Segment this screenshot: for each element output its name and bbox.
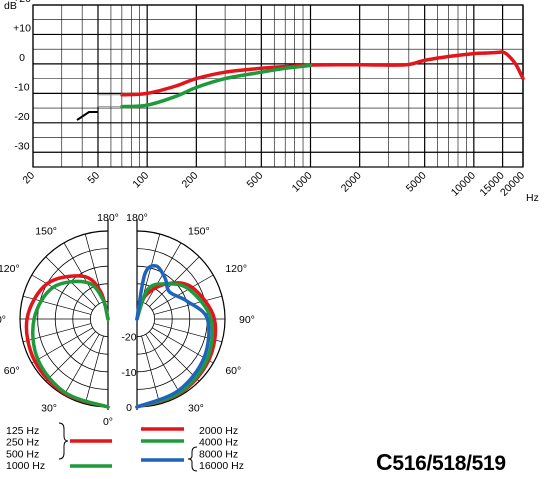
y-tick-label: -10 [14, 81, 29, 93]
legend-label: 1000 Hz [6, 460, 45, 472]
legend-label: 4000 Hz [199, 437, 238, 449]
highpass-bracket [97, 94, 122, 108]
x-axis-unit: Hz [526, 192, 539, 204]
legend-label: 500 Hz [6, 448, 39, 460]
polar-spoke [84, 335, 104, 405]
y-tick-labels: +20 +10 0 -10 -20 -30 [13, 0, 31, 152]
polar-angle-label: 180° [97, 212, 119, 224]
frequency-curve-green [120, 63, 313, 109]
polar-spoke [45, 331, 96, 382]
polar-spoke [141, 335, 161, 405]
legend-label: 125 Hz [6, 425, 39, 437]
polar-spoke [63, 334, 100, 396]
polar-angle-label: 60° [4, 365, 20, 377]
polar-angle-label: 120° [0, 263, 20, 275]
polar-radial-label: -20 [121, 332, 136, 344]
model-prefix: C [376, 449, 393, 475]
y-axis-unit: dB [4, 0, 17, 12]
polar-spoke [149, 331, 200, 382]
y-tick-label: 0 [19, 52, 25, 64]
polar-angle-label: 0° [103, 416, 113, 428]
polar-angle-label: 90° [239, 314, 255, 326]
polar-curve [135, 263, 211, 409]
polar-angle-label: 120° [225, 263, 247, 275]
frequency-response-chart: dB +20+100-10-20-30 20501002005001000200… [4, 0, 539, 204]
plot-frame [32, 4, 524, 168]
polar-diagram-right [135, 219, 226, 410]
polar-spoke [31, 274, 93, 311]
polar-angle-label: 150° [188, 226, 210, 238]
polar-spoke [145, 334, 182, 396]
polar-spoke [153, 295, 223, 315]
legend-label: 2000 Hz [199, 425, 238, 437]
polar-curve [135, 282, 215, 409]
highpass-switch-icon [76, 111, 99, 121]
legend-brace [58, 422, 69, 460]
polar-angle-label: 150° [35, 226, 57, 238]
polar-spoke [63, 242, 100, 304]
model-name: C516/518/519 [376, 449, 506, 476]
polar-curve [31, 279, 110, 409]
polar-spoke [152, 274, 214, 311]
polar-angle-label: 30° [188, 402, 204, 414]
polar-angle-label: 30° [41, 402, 57, 414]
polar-diagram-left [19, 219, 110, 410]
polar-angle-label: 90° [0, 314, 6, 326]
polar-labels: 180° 150° 120° 90° 60° 30° 0° 180° 150° 120° 90° 60… [0, 212, 255, 428]
legend-label: 16000 Hz [199, 460, 244, 472]
polar-angle-label: 180° [126, 212, 148, 224]
legend-label: 8000 Hz [199, 448, 238, 460]
model-number: 516/518/519 [392, 452, 506, 475]
y-tick-label: +10 [13, 22, 31, 34]
polar-angle-label: 60° [225, 365, 241, 377]
frequency-curve-red [120, 50, 525, 97]
y-tick-label: -20 [14, 111, 29, 123]
polar-spoke [31, 327, 93, 364]
polar-radial-label: -10 [121, 367, 136, 379]
y-tick-label: +20 [13, 0, 31, 5]
legend-label: 250 Hz [6, 437, 39, 449]
y-tick-label: -30 [14, 140, 29, 152]
polar-radial-label: 0 [126, 402, 132, 414]
frequency-grid [32, 4, 524, 168]
legend-brace [187, 446, 198, 472]
